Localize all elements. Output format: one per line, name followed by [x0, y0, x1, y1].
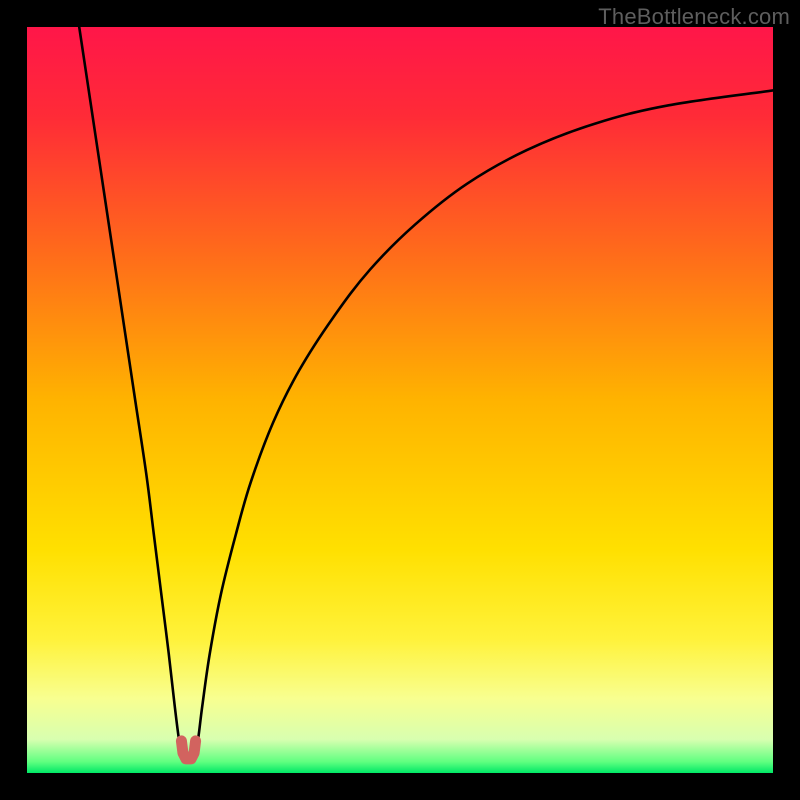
plot-svg [27, 27, 773, 773]
chart-container: TheBottleneck.com [0, 0, 800, 800]
watermark-text: TheBottleneck.com [598, 4, 790, 30]
gradient-bg [27, 27, 773, 773]
plot-area [27, 27, 773, 773]
